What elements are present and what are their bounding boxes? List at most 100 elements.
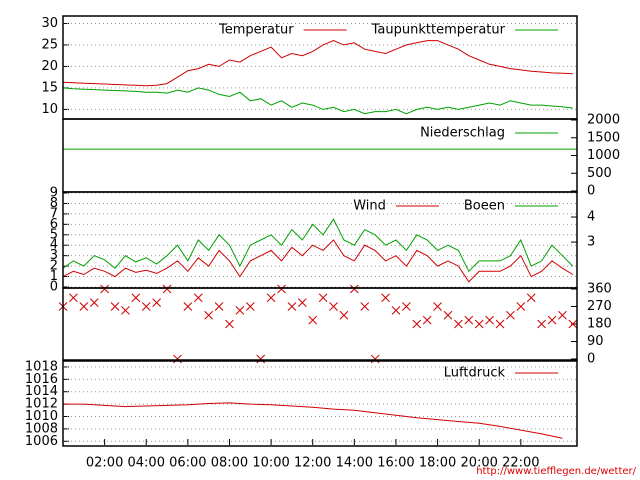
y-tick-label: 1: [50, 269, 58, 284]
point-marker: [360, 302, 370, 311]
point-marker: [214, 302, 224, 311]
y-tick-label: 3: [50, 248, 58, 263]
x-tick-label: 02:00: [86, 456, 123, 471]
point-marker: [110, 302, 120, 311]
point-marker: [485, 315, 494, 325]
source-url: http://www.tiefflegen.de/wetter/: [476, 466, 636, 477]
y-tick-label: 8: [50, 196, 58, 211]
point-marker: [558, 310, 567, 320]
point-marker: [537, 319, 546, 329]
point-marker: [547, 315, 557, 325]
y-tick-label: 1016: [25, 372, 58, 387]
y-tick-label: 9: [50, 186, 58, 201]
point-marker: [162, 284, 172, 294]
point-marker: [256, 354, 266, 364]
y-tick-label: 5: [50, 227, 58, 242]
point-marker: [225, 319, 234, 329]
y-tick-label: 0: [587, 352, 595, 367]
point-marker: [100, 284, 109, 294]
x-tick-label: 22:00: [502, 456, 539, 471]
y-tick-label: 1006: [25, 434, 58, 449]
point-marker: [287, 302, 297, 311]
x-tick-label: 08:00: [211, 456, 248, 471]
y-tick-label: 2: [50, 259, 58, 274]
point-marker: [183, 302, 193, 311]
y-tick-label: 25: [41, 37, 58, 52]
y-tick-label: 1500: [587, 130, 620, 145]
point-marker: [464, 315, 474, 325]
point-marker: [235, 306, 245, 315]
y-tick-label: 2000: [587, 113, 620, 128]
legend-label: Taupunkttemperatur: [371, 23, 506, 38]
y-tick-label: 1018: [25, 359, 58, 374]
point-marker: [568, 319, 578, 329]
y-tick-label: 1008: [25, 421, 58, 436]
point-marker: [245, 302, 255, 311]
y-tick-label: 180: [587, 317, 612, 332]
x-tick-label: 06:00: [169, 456, 206, 471]
y-tick-label: 1014: [25, 384, 58, 399]
point-marker: [454, 319, 463, 329]
x-tick-label: 18:00: [419, 456, 456, 471]
series-line: [63, 402, 563, 439]
y-tick-label: 20: [41, 59, 58, 74]
series-line: [62, 218, 574, 273]
point-marker: [131, 293, 141, 303]
point-marker: [402, 302, 411, 311]
y-tick-label: 4: [587, 210, 595, 225]
point-marker: [141, 302, 151, 311]
legend-label: Wind: [353, 199, 386, 214]
y-tick-label: 6: [50, 217, 58, 232]
y-tick-label: 15: [41, 80, 58, 95]
legend-label: Luftdruck: [444, 366, 506, 381]
y-tick-label: 0: [50, 280, 58, 295]
y-tick-label: 270: [587, 299, 612, 314]
point-marker: [349, 284, 359, 294]
y-tick-label: 4: [50, 238, 58, 253]
point-marker: [277, 284, 286, 294]
point-marker: [329, 302, 338, 311]
point-marker: [443, 310, 453, 320]
series-line: [62, 40, 573, 87]
point-marker: [474, 319, 484, 329]
point-marker: [79, 302, 89, 311]
point-marker: [370, 354, 380, 364]
y-tick-label: 1012: [25, 397, 58, 412]
point-marker: [422, 315, 432, 325]
y-tick-label: 500: [587, 166, 612, 181]
y-tick-label: 3: [587, 235, 595, 250]
x-tick-label: 16:00: [377, 456, 414, 471]
x-tick-label: 12:00: [294, 456, 331, 471]
y-tick-label: 0: [587, 184, 595, 199]
point-marker: [297, 298, 307, 307]
point-marker: [121, 306, 130, 315]
point-marker: [506, 310, 515, 320]
y-tick-label: 30: [41, 16, 58, 31]
point-marker: [308, 315, 318, 325]
point-marker: [204, 310, 214, 320]
y-tick-label: 1000: [587, 148, 620, 163]
point-marker: [69, 293, 78, 303]
point-marker: [526, 293, 536, 303]
legend-label: Boeen: [464, 199, 505, 214]
y-tick-label: 10: [41, 102, 58, 117]
panel-frame: [62, 287, 578, 361]
point-marker: [412, 319, 422, 329]
point-marker: [381, 293, 390, 303]
point-marker: [495, 319, 505, 329]
legend-label: Temperatur: [218, 23, 294, 38]
y-tick-label: 90: [587, 334, 604, 349]
y-tick-label: 7: [50, 206, 58, 221]
legend-label: Niederschlag: [420, 126, 505, 141]
x-tick-label: 20:00: [460, 456, 497, 471]
point-marker: [516, 302, 526, 311]
point-marker: [391, 306, 401, 315]
point-marker: [152, 298, 161, 307]
x-tick-label: 14:00: [336, 456, 373, 471]
point-marker: [173, 354, 182, 364]
point-marker: [339, 310, 349, 320]
point-marker: [433, 302, 442, 311]
point-marker: [266, 293, 276, 303]
x-tick-label: 04:00: [128, 456, 165, 471]
